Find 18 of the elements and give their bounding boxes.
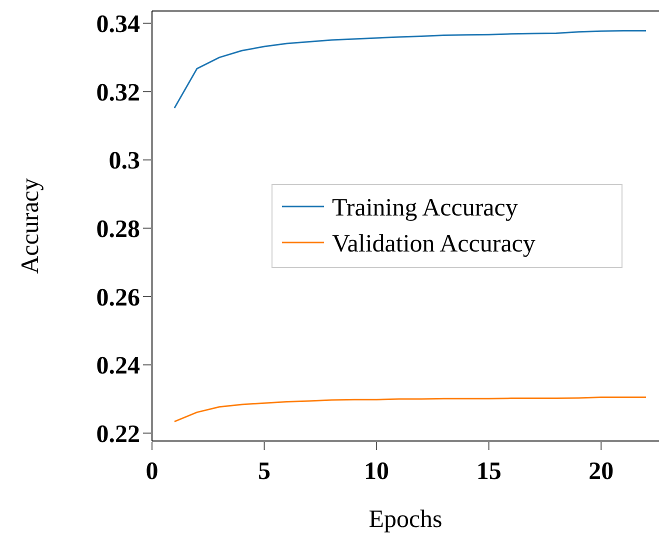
legend-label: Training Accuracy bbox=[332, 194, 518, 222]
line-series bbox=[174, 396, 647, 422]
y-tick-label: 0.28 bbox=[96, 216, 140, 243]
x-tick-label: 5 bbox=[258, 458, 271, 485]
x-tick-label: 0 bbox=[146, 458, 158, 485]
y-axis-title: Accuracy bbox=[17, 178, 44, 274]
y-tick-label: 0.3 bbox=[108, 148, 140, 175]
y-tick-label: 0.26 bbox=[96, 284, 140, 312]
y-tick-label: 0.32 bbox=[96, 79, 140, 106]
y-tick-label: 0.24 bbox=[96, 352, 140, 380]
y-tick-label: 0.22 bbox=[96, 420, 140, 448]
x-tick-label: 20 bbox=[588, 458, 614, 485]
x-tick-label: 15 bbox=[476, 458, 502, 485]
x-axis-title: Epochs bbox=[368, 506, 442, 533]
legend-label: Validation Accuracy bbox=[332, 230, 536, 258]
line-series bbox=[174, 30, 647, 109]
y-tick-label: 0.34 bbox=[96, 11, 140, 38]
x-tick-label: 10 bbox=[364, 458, 390, 485]
